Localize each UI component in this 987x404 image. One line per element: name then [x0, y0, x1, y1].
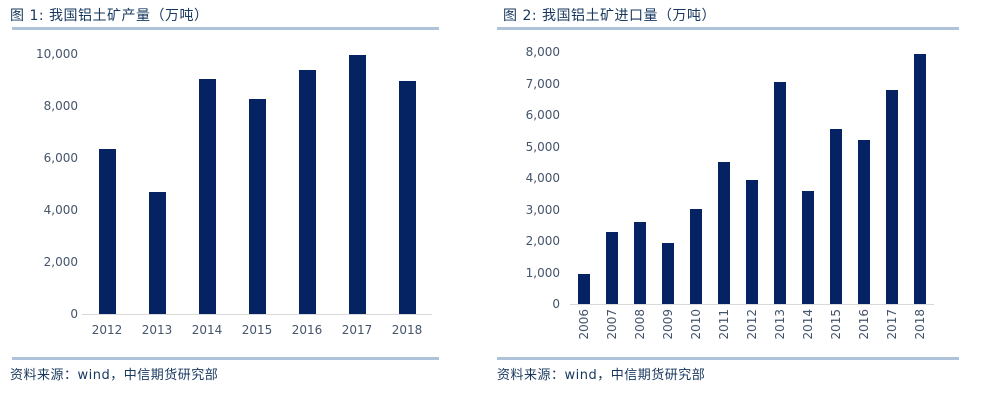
bar-2015 — [830, 129, 842, 304]
bar-2018 — [914, 54, 926, 304]
bar-2017 — [349, 55, 366, 314]
bar-2014 — [802, 191, 814, 304]
x-tick-label: 2016 — [857, 309, 871, 340]
bar-2013 — [774, 82, 786, 304]
figure-1-title: 图 1: 我国铝土矿产量（万吨） — [10, 8, 209, 24]
x-tick-label: 2018 — [913, 309, 927, 340]
bar-2010 — [690, 209, 702, 304]
bar-2018 — [399, 81, 416, 314]
y-tick-label: 6,000 — [43, 151, 78, 165]
bar-2008 — [634, 222, 646, 304]
y-tick-label: 4,000 — [43, 203, 78, 217]
x-tick-label: 2007 — [605, 309, 619, 340]
bar-2006 — [578, 274, 590, 304]
bar-2016 — [858, 140, 870, 304]
y-tick-label: 0 — [70, 307, 78, 321]
y-tick-label: 0 — [552, 297, 560, 311]
y-tick-label: 1,000 — [525, 265, 560, 280]
y-tick-label: 6,000 — [525, 108, 560, 122]
figure-1: 图 1: 我国铝土矿产量（万吨） 0 2,000 4,000 6,000 8,000 10… — [10, 0, 485, 404]
x-tick-label: 2017 — [885, 309, 899, 340]
y-tick-label: 8,000 — [43, 99, 78, 113]
x-tick-label: 2008 — [633, 309, 647, 340]
bar-2014 — [199, 79, 216, 314]
y-tick-label: 10,000 — [36, 47, 78, 61]
x-tick-label: 2013 — [773, 309, 787, 340]
plot-area: 2006 2007 2008 2009 2010 2011 2012 2013 2014 2015… — [570, 52, 934, 340]
x-tick-label: 2012 — [91, 323, 123, 337]
bar-2013 — [149, 192, 166, 314]
figure-2-bottom-divider — [497, 357, 959, 360]
y-tick-label: 2,000 — [43, 255, 78, 269]
y-axis: 0 2,000 4,000 6,000 8,000 10,000 — [10, 47, 78, 321]
x-tick-label: 2015 — [829, 309, 843, 340]
figure-2-bar-chart: 0 1,000 2,000 3,000 4,000 5,000 6,000 7,000 8,00… — [497, 45, 972, 362]
x-tick-label: 2010 — [689, 309, 703, 340]
y-tick-label: 3,000 — [525, 202, 560, 217]
bar-2007 — [606, 232, 618, 304]
figure-1-top-divider — [12, 27, 439, 30]
y-tick-label: 2,000 — [525, 234, 560, 248]
y-tick-label: 7,000 — [525, 76, 560, 91]
x-tick-label: 2017 — [341, 323, 373, 337]
x-tick-label: 2011 — [717, 309, 731, 340]
figure-1-source-note: 资料来源：wind，中信期货研究部 — [10, 368, 219, 383]
figure-1-bar-chart: 0 2,000 4,000 6,000 8,000 10,000 2012 2013 2014 2… — [10, 47, 480, 354]
x-tick-label: 2016 — [291, 323, 323, 337]
x-tick-label: 2014 — [191, 323, 223, 337]
x-tick-label: 2018 — [391, 323, 423, 337]
bar-2015 — [249, 99, 266, 314]
y-axis: 0 1,000 2,000 3,000 4,000 5,000 6,000 7,000 8,00… — [497, 45, 560, 311]
x-tick-label: 2006 — [577, 309, 591, 340]
plot-area: 2012 2013 2014 2015 2016 2017 2018 — [82, 54, 432, 337]
x-tick-label: 2009 — [661, 309, 675, 340]
figure-1-bottom-divider — [12, 357, 439, 360]
y-tick-label: 8,000 — [525, 45, 560, 59]
figure-2-top-divider — [497, 27, 959, 30]
bar-2012 — [99, 149, 116, 314]
figure-2: 图 2: 我国铝土矿进口量（万吨） 0 1,000 2,000 3,000 4,000 5… — [497, 0, 977, 404]
bar-2012 — [746, 180, 758, 304]
x-tick-label: 2015 — [241, 323, 273, 337]
figure-2-title: 图 2: 我国铝土矿进口量（万吨） — [503, 8, 717, 24]
figure-2-source-note: 资料来源：wind，中信期货研究部 — [497, 368, 706, 383]
y-tick-label: 5,000 — [525, 139, 560, 154]
bar-2009 — [662, 243, 674, 304]
x-tick-label: 2012 — [745, 309, 759, 340]
x-tick-label: 2014 — [801, 309, 815, 340]
y-tick-label: 4,000 — [525, 171, 560, 185]
bar-2016 — [299, 70, 316, 314]
bar-2017 — [886, 90, 898, 304]
bar-2011 — [718, 162, 730, 304]
x-tick-label: 2013 — [141, 323, 173, 337]
